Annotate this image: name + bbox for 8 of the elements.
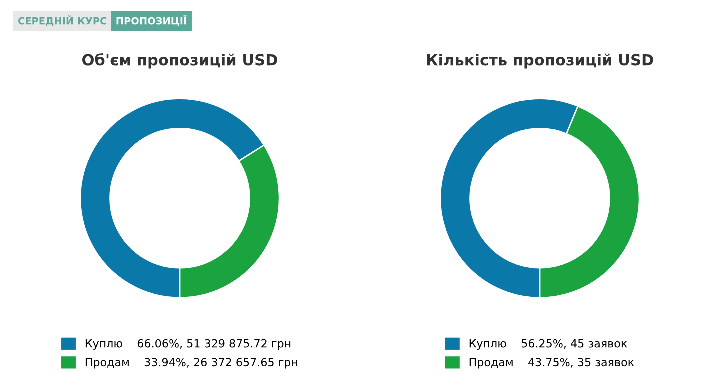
legend-label: Куплю 56.25%, 45 заявок	[470, 339, 628, 350]
text: СЕРЕДНІЙ КУРС	[18, 16, 107, 26]
chart-title: Кількість пропозицій USD	[427, 54, 654, 69]
legend-label: Продам 43.75%, 35 заявок	[470, 358, 634, 369]
text: ПРОПОЗИЦІЇ	[116, 16, 187, 26]
legend-label: Куплю 66.06%, 51 329 875.72 грн	[86, 339, 291, 350]
chart-title: Об'єм пропозицій USD	[82, 53, 278, 69]
legend-label: Продам 33.94%, 26 372 657.65 грн	[86, 358, 298, 369]
